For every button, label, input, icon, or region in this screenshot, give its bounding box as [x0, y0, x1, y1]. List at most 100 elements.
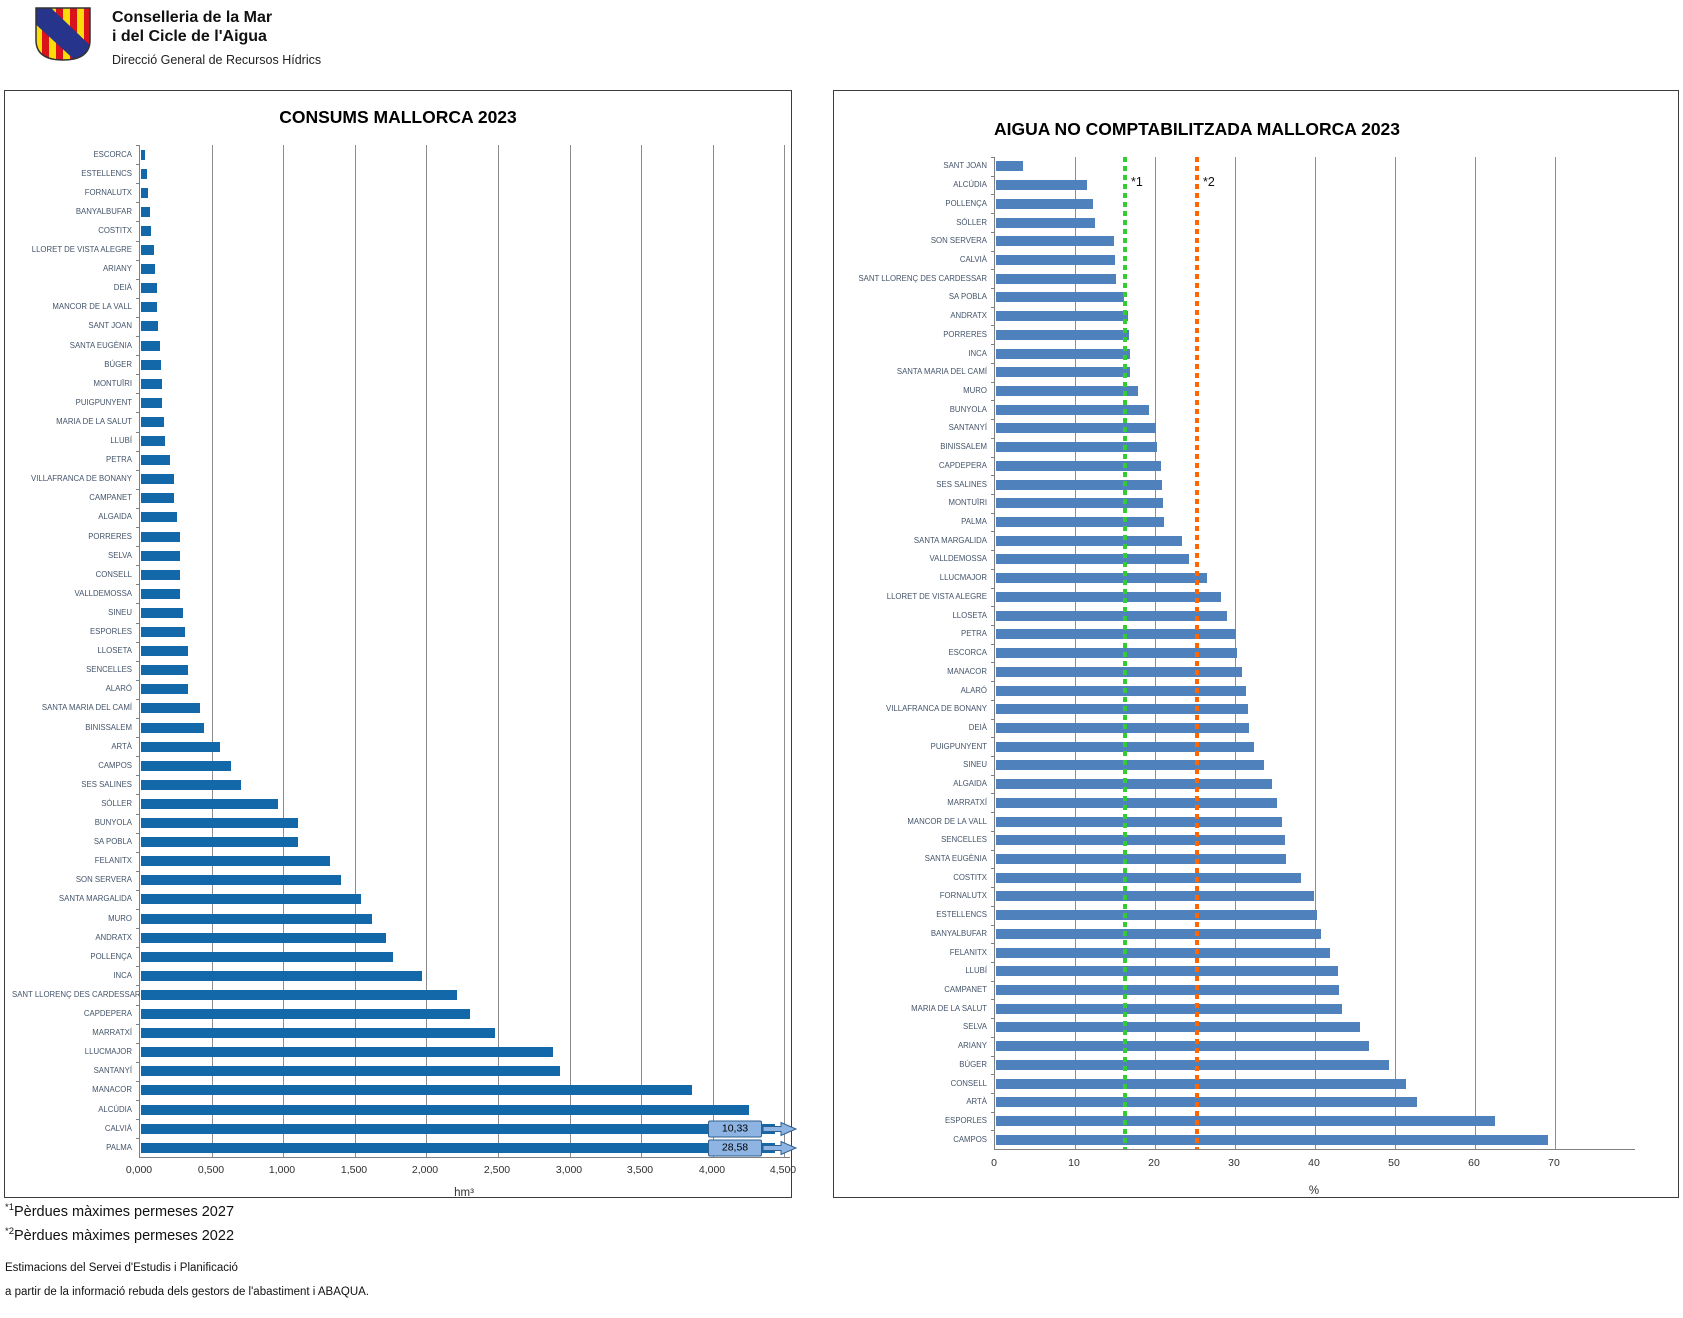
category-axis-tick	[991, 774, 995, 776]
category-axis-tick	[136, 889, 140, 891]
bar-marratx-	[141, 1028, 495, 1039]
footnote-ref-2: *2Pèrdues màximes permeses 2022	[5, 1226, 234, 1244]
category-axis-tick	[136, 928, 140, 930]
bar-row: BANYALBUFAR	[931, 925, 1635, 944]
bar-row: SON SERVERA	[931, 232, 1635, 251]
bar-row: FORNALUTX	[85, 183, 790, 202]
gridline	[212, 145, 213, 1158]
x-axis-tick-label: 4,000	[698, 1164, 726, 1176]
bar-manacor	[141, 1085, 692, 1096]
bar-pollen-a	[141, 951, 393, 962]
bar-andratx	[141, 932, 386, 943]
category-label: ESPORLES	[944, 1116, 987, 1126]
category-axis-tick	[991, 568, 995, 570]
bar-row: ESTELLENCS	[936, 906, 1635, 925]
category-label: POLLENÇA	[945, 198, 987, 208]
category-axis-tick	[136, 756, 140, 758]
bar-row: ARTÀ	[111, 737, 790, 756]
category-axis-tick	[136, 660, 140, 662]
bar-llucmajor	[996, 573, 1207, 584]
bar-row: FORNALUTX	[940, 887, 1635, 906]
category-label: BANYALBUFAR	[75, 206, 132, 216]
bar-muro	[141, 913, 372, 924]
bar-row: MURO	[108, 909, 790, 928]
category-label: ALCÚDIA	[953, 180, 987, 190]
gridline	[426, 145, 427, 1158]
category-axis-tick	[136, 527, 140, 528]
category-label: ANDRATX	[950, 311, 987, 321]
bar-row: CALVIÀ 10,33	[105, 1119, 798, 1138]
category-label: PETRA	[106, 455, 132, 465]
bar-row: SANT JOAN	[88, 317, 790, 336]
category-label: SES SALINES	[81, 779, 132, 789]
category-label: SANT LLORENÇ DES CARDESSAR	[858, 273, 987, 283]
bar-esporles	[996, 1116, 1495, 1127]
category-label: FELANITX	[949, 947, 987, 957]
bar-palma	[996, 517, 1164, 528]
category-label: DEIÀ	[113, 283, 132, 293]
category-label: CAPDEPERA	[938, 460, 987, 470]
bar-sencelles	[141, 665, 188, 676]
bar-row: ESCORCA	[948, 644, 1635, 663]
bar-row: SINEU	[108, 603, 790, 622]
category-label: MURO	[963, 385, 987, 395]
bar-row: LLORET DE VISTA ALEGRE	[887, 588, 1635, 607]
category-axis-tick	[136, 507, 140, 509]
bar-row: ALCÚDIA	[953, 176, 1635, 195]
bar-row: SES SALINES	[936, 475, 1635, 494]
bar-costitx	[996, 872, 1301, 883]
bar-ses-salines	[141, 779, 241, 790]
x-axis-tick-label: 50	[1388, 1157, 1400, 1169]
category-axis-tick	[136, 546, 140, 548]
bar-row: MANCOR DE LA VALL	[52, 298, 790, 317]
bar-banyalbufar	[996, 928, 1321, 939]
bar-row: MANACOR	[92, 1081, 790, 1100]
bar-mancor-de-la-vall	[996, 816, 1282, 827]
bar-sineu	[996, 760, 1264, 771]
bar-row: PORRERES	[943, 325, 1635, 344]
bar-row: SANTA MARIA DEL CAMÍ	[897, 363, 1635, 382]
category-axis-tick	[991, 1093, 995, 1094]
bar-sa-pobla	[141, 837, 298, 848]
category-label: SANTANYÍ	[948, 423, 987, 433]
category-axis-tick	[991, 362, 995, 364]
bar-row: BUNYOLA	[95, 814, 790, 833]
bar-bunyola	[141, 818, 298, 829]
category-label: SANTA MARIA DEL CAMÍ	[41, 703, 132, 713]
bar-row: ANDRATX	[95, 928, 790, 947]
category-axis-tick	[991, 493, 995, 495]
bar-b-ger	[996, 1059, 1389, 1070]
bar-escorca	[996, 648, 1237, 659]
category-label: MANACOR	[92, 1085, 132, 1095]
bar-ariany	[141, 264, 155, 275]
category-label: ARIANY	[102, 264, 132, 274]
category-label: PORRERES	[943, 329, 987, 339]
bar-row: ESCORCA	[93, 145, 790, 164]
category-label: VALLDEMOSSA	[929, 554, 988, 564]
category-label: BUNYOLA	[949, 404, 987, 414]
gridline	[283, 145, 284, 1158]
category-axis-tick	[136, 794, 140, 796]
category-label: COSTITX	[953, 872, 987, 882]
category-label: SANTA EUGÈNIA	[69, 340, 132, 350]
gridline	[355, 145, 356, 1158]
footnote-ref-2-marker: *2	[5, 1226, 14, 1237]
bar-row: PUIGPUNYENT	[76, 393, 790, 412]
source-note-line2: a partir de la informació rebuda dels ge…	[5, 1286, 369, 1298]
bar-consell	[141, 569, 180, 580]
bar-row: SANTA MARGALIDA	[59, 890, 790, 909]
bar-row: ALGAIDA	[953, 775, 1635, 794]
bar-row: INCA	[113, 966, 790, 985]
category-axis-tick	[991, 325, 995, 327]
category-axis-tick	[136, 240, 140, 242]
category-axis-tick	[991, 999, 995, 1001]
category-label: CALVIÀ	[104, 1123, 132, 1133]
bar-row: SA POBLA	[949, 288, 1635, 307]
category-label: ALGAIDA	[953, 779, 987, 789]
category-axis-tick	[136, 851, 140, 853]
category-axis-tick	[991, 625, 995, 626]
category-axis-tick	[991, 643, 995, 645]
bar-son-servera	[141, 875, 341, 886]
bar-row: CAMPANET	[89, 489, 790, 508]
category-axis-tick	[991, 157, 995, 158]
